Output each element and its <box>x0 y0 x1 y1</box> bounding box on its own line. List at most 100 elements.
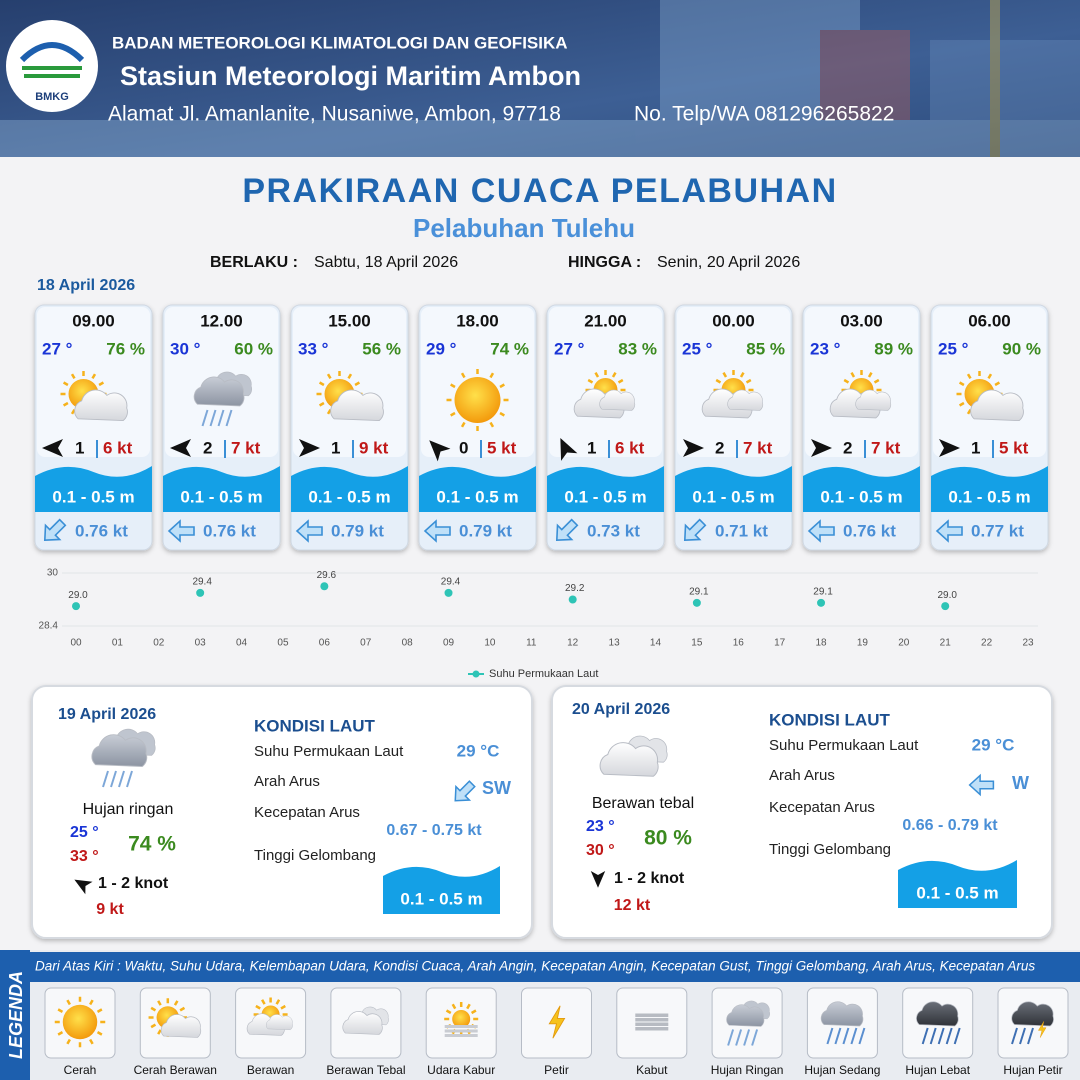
wave <box>291 466 408 512</box>
cloud <box>599 742 659 777</box>
rain <box>751 1029 759 1046</box>
sun-ray <box>739 372 745 378</box>
sun <box>54 996 106 1048</box>
current-arrow <box>454 780 476 802</box>
sun-disc <box>454 377 501 423</box>
gust: 12 kt <box>614 897 651 914</box>
wave <box>383 866 500 914</box>
time: 15.00 <box>328 311 371 330</box>
sun-ray <box>96 1008 103 1013</box>
rain <box>217 409 225 427</box>
wave-height: 0.1 - 0.5 m <box>692 487 774 506</box>
legend-item: Petir <box>544 1063 569 1077</box>
humidity: 90 % <box>1002 339 1041 358</box>
point <box>196 588 205 597</box>
sun-ray <box>466 1003 471 1010</box>
weather-icon <box>573 370 636 419</box>
cloud <box>726 1004 765 1027</box>
weather-icon <box>91 728 156 788</box>
legend-item: Udara Kabur <box>427 1063 495 1077</box>
sun-ray <box>326 373 332 380</box>
sun-ray <box>255 1004 261 1010</box>
temperature: 29 ° <box>426 339 457 358</box>
sun-ray <box>66 999 71 1006</box>
cloud <box>266 1014 293 1031</box>
rain <box>118 770 125 788</box>
sun-ray <box>460 372 466 379</box>
sun-ray <box>850 372 856 378</box>
x-tick-label: 13 <box>609 638 621 649</box>
cloud <box>193 376 245 407</box>
current-arrow <box>167 519 195 543</box>
x-tick-label: 09 <box>443 638 455 649</box>
sun-ray <box>617 378 624 384</box>
sea-label: Arah Arus <box>769 767 835 784</box>
gust: 5 kt <box>487 438 517 457</box>
x-tick-label: 05 <box>277 638 289 649</box>
value-label: 29.2 <box>565 583 585 594</box>
x-tick-label: 18 <box>815 638 827 649</box>
cloud <box>342 1011 383 1035</box>
current-arrow <box>423 519 451 543</box>
sst: 29 °C <box>972 735 1015 754</box>
cloud-shape <box>342 1011 383 1035</box>
temp-min: 23 ° <box>586 818 615 835</box>
rain <box>126 770 133 788</box>
wind-speed: 1 <box>75 438 84 457</box>
temperature: 23 ° <box>810 339 841 358</box>
sun-ray <box>594 372 600 378</box>
sun-ray <box>150 1023 157 1029</box>
legend-title: LEGENDA <box>6 971 26 1059</box>
wave-height: 0.1 - 0.5 m <box>436 487 518 506</box>
wave-height: 0.1 - 0.5 m <box>400 889 482 908</box>
cloud <box>1011 1001 1054 1027</box>
cloud-shape <box>916 1001 959 1027</box>
temp-max: 33 ° <box>70 848 99 865</box>
cloud <box>330 389 384 422</box>
current-direction: SW <box>482 778 511 798</box>
sun <box>446 369 509 431</box>
cloud-shape <box>266 1014 293 1031</box>
rain <box>945 1027 953 1045</box>
weather-icon <box>342 1006 389 1035</box>
gust: 7 kt <box>743 438 773 457</box>
humidity: 80 % <box>644 827 692 850</box>
subtitle: Pelabuhan Tulehu <box>413 213 635 243</box>
legend-stripe <box>0 950 30 1080</box>
validity-date: Sabtu, 18 April 2026 <box>314 254 458 271</box>
time: 12.00 <box>200 311 243 330</box>
sun-ray <box>62 381 69 387</box>
validity-label: BERLAKU : <box>210 254 298 271</box>
x-tick-label: 00 <box>70 638 82 649</box>
value-label: 29.1 <box>689 586 709 597</box>
wave-height: 0.1 - 0.5 m <box>308 487 390 506</box>
gust: 7 kt <box>871 438 901 457</box>
wind-arrow <box>299 439 320 457</box>
current-speed: 0.79 kt <box>459 521 512 540</box>
cloud-shape <box>599 742 659 777</box>
x-tick-label: 22 <box>981 638 993 649</box>
wind-speed: 2 <box>715 438 724 457</box>
sun-ray <box>499 411 505 417</box>
temperature: 27 ° <box>554 339 585 358</box>
weather-icon <box>54 996 106 1048</box>
time: 21.00 <box>584 311 627 330</box>
point <box>72 602 80 611</box>
sun-ray <box>62 401 69 407</box>
wind-arrow <box>170 439 191 457</box>
sun-ray <box>489 421 495 428</box>
legend-item: Cerah Berawan <box>134 1063 217 1077</box>
legend-description: Dari Atas Kiri : Waktu, Suhu Udara, Kele… <box>35 959 1035 974</box>
wind-speed: 2 <box>203 438 212 457</box>
current-speed: 0.77 kt <box>971 521 1024 540</box>
rain <box>858 1027 866 1045</box>
point <box>568 595 577 604</box>
value-label: 29.0 <box>68 590 88 601</box>
gust: 7 kt <box>231 438 261 457</box>
cloud-shape <box>160 1014 202 1038</box>
title: PRAKIRAAN CUACA PELABUHAN <box>242 172 837 210</box>
y-tick-label: 28.4 <box>39 621 59 632</box>
sun-ray <box>318 381 325 387</box>
sun-ray <box>91 373 97 380</box>
